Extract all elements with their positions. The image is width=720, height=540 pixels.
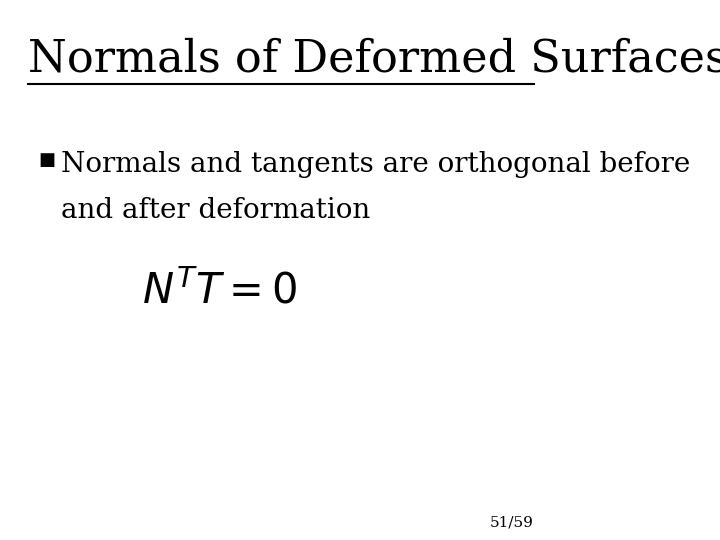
Text: 51/59: 51/59 — [490, 515, 534, 529]
Text: $N^T T = 0$: $N^T T = 0$ — [143, 270, 298, 312]
Text: and after deformation: and after deformation — [60, 197, 370, 224]
Text: ■: ■ — [38, 151, 55, 169]
Text: Normals and tangents are orthogonal before: Normals and tangents are orthogonal befo… — [60, 151, 690, 178]
Text: Normals of Deformed Surfaces: Normals of Deformed Surfaces — [27, 38, 720, 81]
